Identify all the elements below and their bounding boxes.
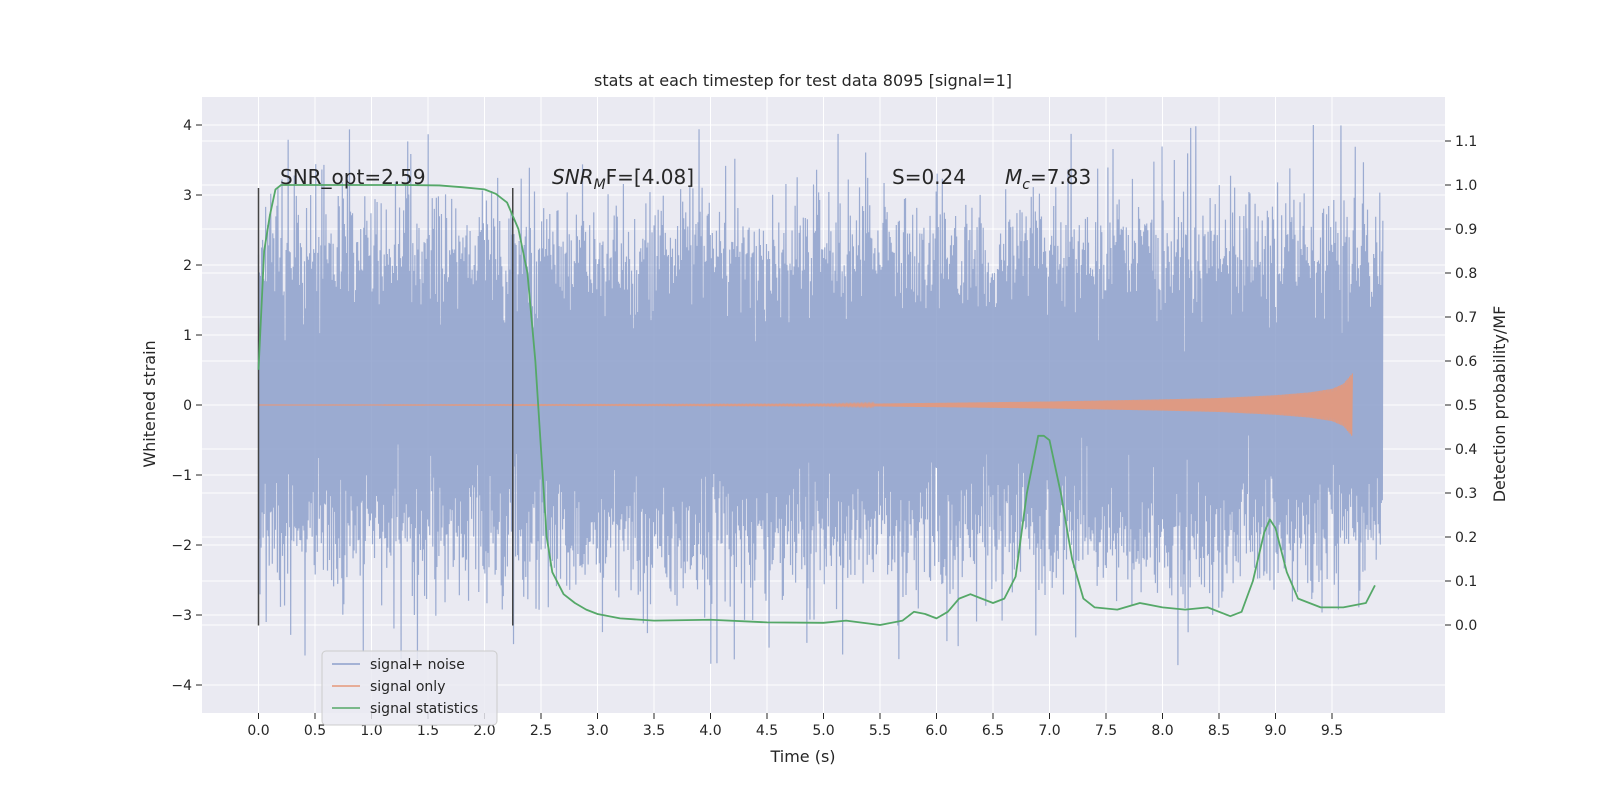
right-axis: 1.1 1.0 0.9 0.8 0.7 0.6 0.5 0.4 0.3 0.2 0.1 0.0 bbox=[1445, 134, 1477, 634]
x-tick-label: 5.5 bbox=[869, 723, 891, 739]
x-tick-label: 6.0 bbox=[925, 723, 947, 739]
x-tick-label: 4.5 bbox=[756, 723, 778, 739]
signal-statistics-line bbox=[257, 184, 1376, 626]
x-tick-label: 9.0 bbox=[1264, 723, 1286, 739]
y-tick-label-right: 0.5 bbox=[1455, 398, 1477, 414]
y-tick-label-left: 4 bbox=[183, 118, 192, 134]
y-tick-label-left: −3 bbox=[171, 608, 192, 624]
x-tick-label: 8.5 bbox=[1208, 723, 1230, 739]
y-tick-label-left: −1 bbox=[171, 468, 192, 484]
x-tick-label: 3.0 bbox=[586, 723, 608, 739]
x-tick-label: 1.5 bbox=[417, 723, 439, 739]
x-tick-label: 0.5 bbox=[304, 723, 326, 739]
legend-label-signal-statistics: signal statistics bbox=[370, 701, 478, 717]
x-tick-label: 7.0 bbox=[1038, 723, 1060, 739]
y-tick-label-right: 0.7 bbox=[1455, 310, 1477, 326]
y-tick-label-right: 1.1 bbox=[1455, 134, 1477, 150]
x-tick-label: 1.0 bbox=[360, 723, 382, 739]
legend-box bbox=[321, 650, 498, 726]
x-tick-label: 2.5 bbox=[530, 723, 552, 739]
annotation-spin: S=0.24 bbox=[892, 165, 966, 189]
x-axis-label: Time (s) bbox=[769, 747, 835, 766]
y-tick-label-left: 3 bbox=[183, 188, 192, 204]
x-tick-label: 0.0 bbox=[247, 723, 269, 739]
annotation-snr-mf-sub: M bbox=[594, 177, 606, 193]
series-signal-noise bbox=[257, 124, 1384, 666]
legend-label-signal-only: signal only bbox=[370, 679, 445, 695]
x-tick-label: 6.5 bbox=[982, 723, 1004, 739]
y-axis-label-left: Whitened strain bbox=[140, 340, 159, 467]
y-tick-label-left: −2 bbox=[171, 538, 192, 554]
y-tick-label-right: 0.2 bbox=[1455, 530, 1477, 546]
annotation-mc-rest: =7.83 bbox=[1030, 165, 1091, 189]
x-tick-label: 7.5 bbox=[1095, 723, 1117, 739]
x-tick-label: 2.0 bbox=[473, 723, 495, 739]
y-tick-label-left: 1 bbox=[183, 328, 192, 344]
y-tick-label-left: 0 bbox=[183, 398, 192, 414]
series-signal-statistics bbox=[257, 184, 1376, 626]
y-tick-label-right: 0.4 bbox=[1455, 442, 1477, 458]
y-tick-label-right: 0.1 bbox=[1455, 574, 1477, 590]
chart-title: stats at each timestep for test data 809… bbox=[594, 71, 1012, 90]
annotation-mc-main: M bbox=[1005, 165, 1022, 189]
vertical-markers bbox=[257, 188, 514, 626]
annotations: SNR_opt=2.59 SNRMF=[4.08] S=0.24 Mc=7.83 bbox=[280, 165, 1091, 193]
annotation-snr-mf-main: SNR bbox=[552, 165, 594, 189]
y-tick-label-right: 0.6 bbox=[1455, 354, 1477, 370]
legend: signal+ noise signal only signal statist… bbox=[321, 650, 498, 726]
series-signal-only bbox=[258, 373, 1353, 436]
annotation-mc-sub: c bbox=[1022, 177, 1030, 193]
y-tick-label-right: 0.8 bbox=[1455, 266, 1477, 282]
x-tick-label: 5.0 bbox=[812, 723, 834, 739]
x-tick-label: 9.5 bbox=[1321, 723, 1343, 739]
left-axis: 4 3 2 1 0 −1 −2 −3 −4 bbox=[171, 118, 202, 694]
x-tick-label: 3.5 bbox=[643, 723, 665, 739]
annotation-snr-opt: SNR_opt=2.59 bbox=[280, 165, 426, 189]
x-tick-label: 4.0 bbox=[699, 723, 721, 739]
y-tick-label-right: 0.9 bbox=[1455, 222, 1477, 238]
x-axis: 0.0 0.5 1.0 1.5 2.0 2.5 3.0 3.5 4.0 4.5 5.0 5.5 6.0 6… bbox=[247, 713, 1343, 739]
y-tick-label-right: 0.0 bbox=[1455, 618, 1477, 634]
annotation-snr-mf-rest: F=[4.08] bbox=[606, 165, 694, 189]
signal-only-line bbox=[258, 373, 1353, 436]
y-axis-label-right: Detection probability/MF bbox=[1490, 306, 1509, 503]
legend-label-signal-noise: signal+ noise bbox=[370, 657, 465, 673]
y-tick-label-left: 2 bbox=[183, 258, 192, 274]
y-tick-label-left: −4 bbox=[171, 678, 192, 694]
annotation-chirp-mass: Mc=7.83 bbox=[1005, 165, 1091, 193]
x-tick-label: 8.0 bbox=[1151, 723, 1173, 739]
y-tick-label-right: 1.0 bbox=[1455, 178, 1477, 194]
annotation-snr-mf: SNRMF=[4.08] bbox=[552, 165, 694, 193]
signal-noise-line bbox=[257, 124, 1384, 666]
y-tick-label-right: 0.3 bbox=[1455, 486, 1477, 502]
